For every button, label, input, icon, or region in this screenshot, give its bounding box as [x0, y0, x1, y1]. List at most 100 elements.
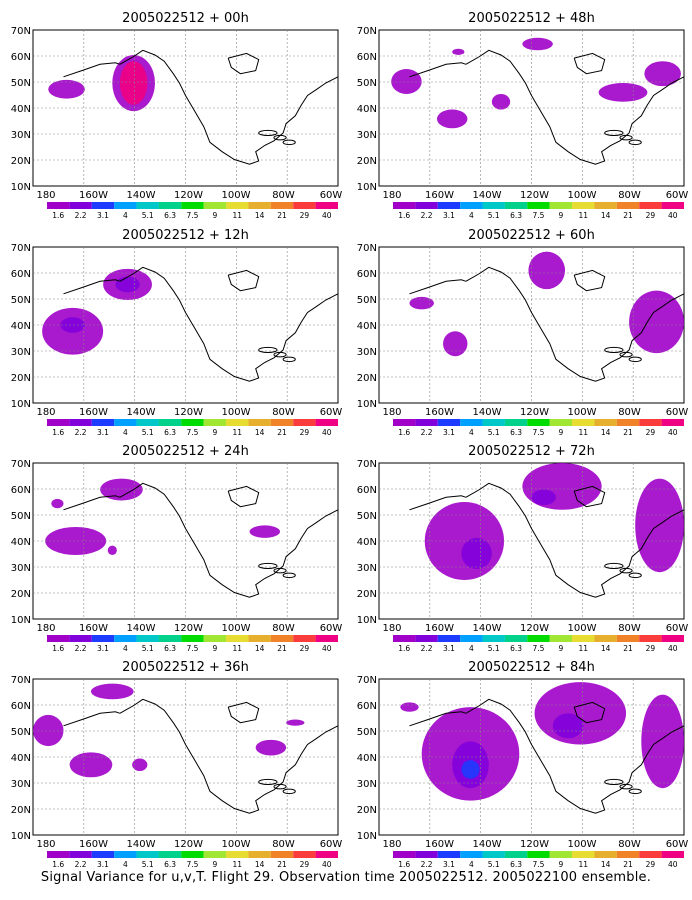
colorbar-label: 2.2 [75, 428, 87, 437]
colorbar-swatch [460, 851, 483, 858]
colorbar-swatch [181, 202, 204, 209]
variance-contour [391, 69, 422, 94]
lon-tick-label: 80W [618, 839, 641, 850]
lon-tick-label: 140W [473, 623, 502, 634]
colorbar-swatch [181, 851, 204, 858]
colorbar-swatch [437, 635, 461, 642]
island [282, 788, 296, 795]
colorbar-swatch [315, 851, 338, 858]
island [628, 572, 642, 579]
lon-tick-label: 100W [568, 190, 597, 201]
lon-tick-label: 160W [79, 839, 108, 850]
colorbar-label: 2.2 [75, 860, 87, 869]
colorbar-label: 3.1 [97, 644, 109, 653]
island [258, 562, 278, 570]
colorbar-label: 14 [601, 860, 611, 869]
colorbar-swatch [91, 635, 115, 642]
lon-tick-label: 60W [320, 623, 343, 634]
colorbar-label: 11 [232, 211, 242, 220]
variance-contour [115, 276, 140, 293]
variance-contour [69, 752, 113, 778]
colorbar-swatch [91, 419, 115, 426]
lon-tick-label: 80W [618, 623, 641, 634]
colorbar-label: 29 [300, 211, 310, 220]
variance-contour [400, 702, 419, 712]
colorbar-swatch [114, 851, 137, 858]
lon-tick-label: 80W [272, 623, 295, 634]
colorbar-label: 14 [255, 428, 265, 437]
colorbar-label: 1.6 [398, 644, 410, 653]
lat-tick-label: 10N [11, 831, 31, 842]
variance-contour [119, 61, 148, 105]
colorbar-label: 9 [558, 428, 563, 437]
lon-tick-label: 60W [666, 839, 689, 850]
lon-tick-label: 60W [666, 407, 689, 418]
colorbar-label: 7.5 [533, 860, 545, 869]
island [273, 783, 287, 790]
colorbar-label: 1.6 [398, 860, 410, 869]
panel-title: 2005022512 + 24h [122, 444, 249, 459]
colorbar-label: 40 [668, 644, 678, 653]
colorbar-label: 7.5 [187, 211, 199, 220]
colorbar-label: 14 [255, 211, 265, 220]
coastline [63, 62, 121, 78]
lat-tick-label: 10N [11, 182, 31, 193]
colorbar-swatch [203, 851, 227, 858]
variance-contour [48, 79, 85, 99]
variance-contour [409, 296, 434, 310]
colorbar-label: 21 [277, 644, 287, 653]
colorbar-swatch [270, 635, 294, 642]
colorbar-label: 4 [123, 211, 128, 220]
island [619, 783, 633, 790]
lat-tick-label: 70N [357, 675, 377, 686]
island [282, 356, 296, 363]
colorbar-swatch [136, 851, 159, 858]
lon-tick-label: 80W [272, 839, 295, 850]
colorbar-label: 6.3 [164, 211, 176, 220]
colorbar-label: 2.2 [421, 644, 433, 653]
colorbar-label: 14 [601, 428, 611, 437]
lon-tick-label: 180 [36, 839, 55, 850]
colorbar-label: 5.1 [488, 860, 500, 869]
lon-tick-label: 120W [174, 190, 203, 201]
lat-tick-label: 10N [11, 399, 31, 410]
panel-title: 2005022512 + 12h [122, 228, 249, 243]
colorbar-swatch [616, 635, 640, 642]
colorbar-label: 7.5 [187, 644, 199, 653]
colorbar-swatch [616, 851, 640, 858]
lon-tick-label: 120W [520, 407, 549, 418]
variance-contour [641, 694, 685, 789]
colorbar-swatch [47, 202, 70, 209]
island [258, 129, 278, 137]
colorbar-swatch [69, 851, 92, 858]
colorbar-swatch [460, 635, 483, 642]
colorbar-swatch [158, 419, 182, 426]
coastline [465, 49, 685, 165]
lon-tick-label: 160W [79, 407, 108, 418]
panel-title: 2005022512 + 36h [122, 660, 249, 675]
lon-tick-label: 100W [222, 839, 251, 850]
map-panel: 2005022512 + 72h 70N 60N 50N 40N 30N 20N 10N 180… [357, 444, 689, 653]
island [619, 351, 633, 358]
variance-contour [436, 109, 468, 129]
colorbar-swatch [415, 635, 438, 642]
map-panel: 2005022512 + 36h 70N 60N 50N 40N 30N 20N 10N 180… [11, 660, 343, 869]
lon-tick-label: 80W [618, 407, 641, 418]
variance-contour [452, 48, 465, 55]
coastline [63, 495, 121, 511]
lat-tick-label: 20N [11, 805, 31, 816]
lat-tick-label: 70N [357, 26, 377, 37]
colorbar-swatch [315, 635, 338, 642]
colorbar-label: 21 [277, 860, 287, 869]
colorbar-label: 11 [578, 860, 588, 869]
colorbar-swatch [616, 419, 640, 426]
lon-tick-label: 160W [425, 407, 454, 418]
colorbar-swatch [504, 419, 528, 426]
variance-contour [534, 682, 627, 745]
colorbar-label: 40 [322, 211, 332, 220]
variance-contour [491, 93, 511, 110]
colorbar-label: 5.1 [142, 860, 154, 869]
lat-tick-label: 50N [11, 295, 31, 306]
colorbar-label: 14 [255, 644, 265, 653]
colorbar-label: 1.6 [398, 428, 410, 437]
